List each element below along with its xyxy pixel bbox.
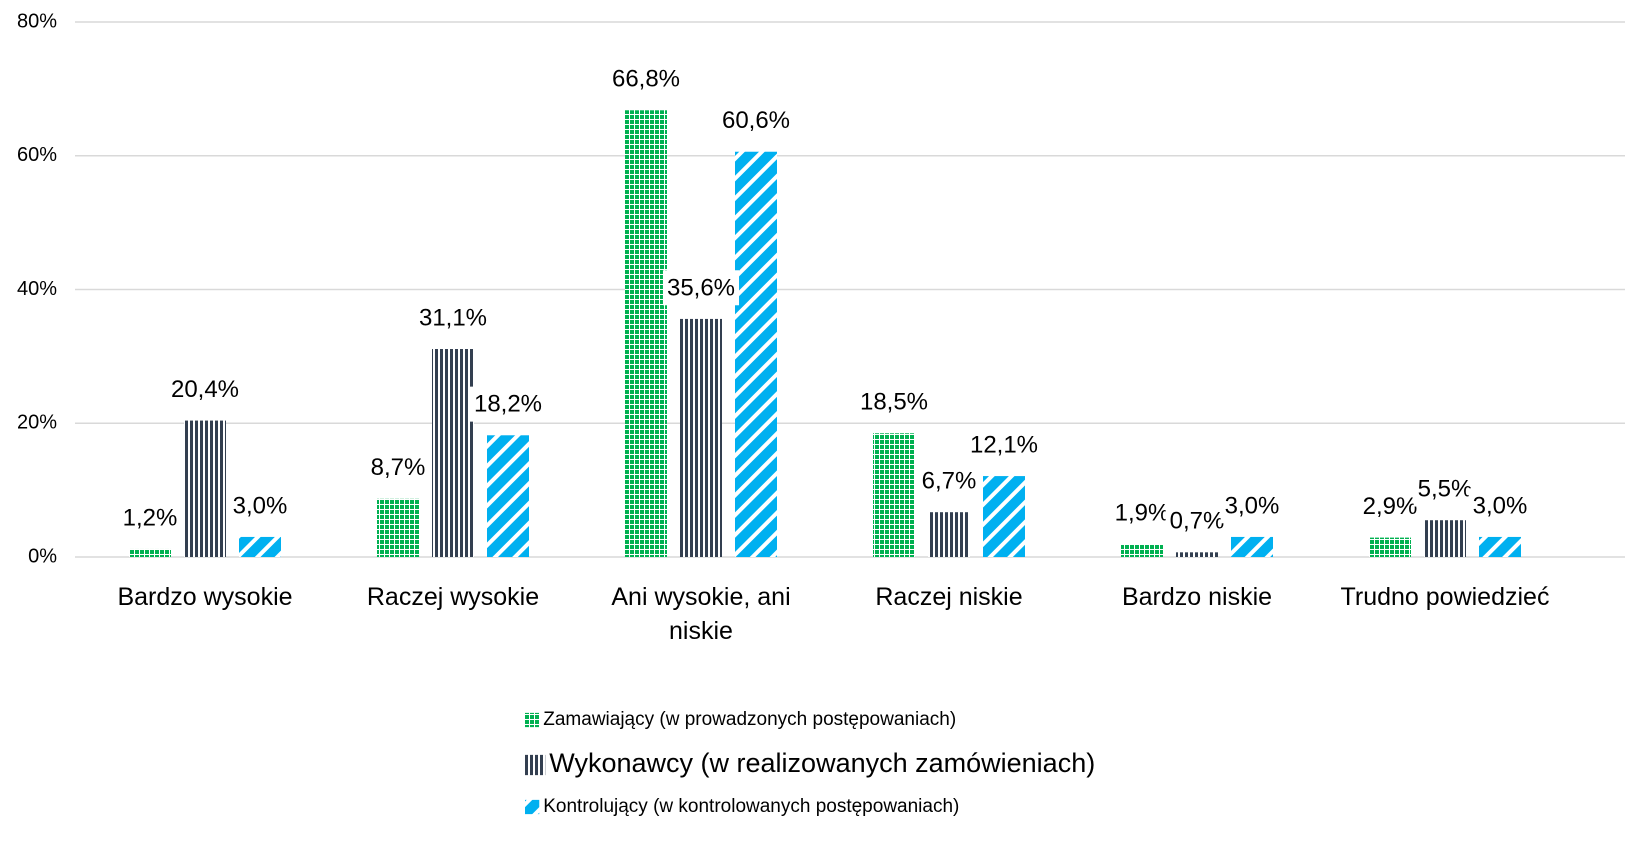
data-label: 5,5% xyxy=(1418,476,1473,503)
y-tick-label: 20% xyxy=(17,412,57,434)
data-label: 8,7% xyxy=(371,454,426,481)
data-label: 60,6% xyxy=(722,107,790,134)
bar xyxy=(1231,536,1273,557)
data-label-bg xyxy=(965,427,1043,463)
bar xyxy=(377,498,419,557)
x-tick-label: Ani wysokie, ani niskie xyxy=(611,583,791,645)
bar xyxy=(184,420,226,557)
y-tick-label: 0% xyxy=(28,545,57,567)
bar xyxy=(239,536,281,557)
data-label-bg xyxy=(469,386,547,422)
bar xyxy=(1369,537,1411,557)
bar xyxy=(735,151,777,558)
x-tick-label: Bardzo wysokie xyxy=(117,583,293,611)
y-tick-label: 40% xyxy=(17,278,57,300)
data-label: 35,6% xyxy=(667,274,735,301)
data-label-bg xyxy=(366,450,430,486)
data-label-bg xyxy=(1220,488,1284,524)
y-tick-label: 60% xyxy=(17,144,57,166)
data-label: 18,5% xyxy=(860,389,928,416)
bar xyxy=(928,512,970,557)
data-label-bg xyxy=(1165,503,1229,539)
x-tick-label: Bardzo niskie xyxy=(1121,583,1273,611)
bar xyxy=(1479,536,1521,557)
bar xyxy=(680,318,722,557)
data-label-bg xyxy=(228,488,292,524)
legend-swatch xyxy=(525,754,546,776)
data-label: 6,7% xyxy=(922,468,977,495)
y-tick-label: 80% xyxy=(17,10,57,32)
data-label-bg xyxy=(1468,488,1532,524)
x-tick-label: Trudno powiedzieć xyxy=(1340,583,1550,611)
bar xyxy=(1176,552,1218,557)
bar xyxy=(1424,520,1466,557)
legend-label: Wykonawcy (w realizowanych zamówieniach) xyxy=(549,748,1095,778)
data-label: 3,0% xyxy=(233,492,288,519)
data-label: 12,1% xyxy=(970,431,1038,458)
legend-swatch xyxy=(525,799,540,815)
bar xyxy=(983,476,1025,557)
bar xyxy=(129,548,171,557)
data-label: 66,8% xyxy=(612,66,680,93)
bar xyxy=(625,110,667,558)
data-label-bg xyxy=(1358,488,1422,524)
data-label-bg xyxy=(1413,471,1477,507)
data-label: 2,9% xyxy=(1363,493,1418,520)
x-tick-label: Raczej niskie xyxy=(875,583,1023,611)
data-label: 1,9% xyxy=(1115,500,1170,527)
data-label-bg xyxy=(917,463,981,499)
data-label: 18,2% xyxy=(474,391,542,418)
data-label: 3,0% xyxy=(1473,492,1528,519)
data-label-bg xyxy=(717,103,795,139)
bar xyxy=(487,435,529,557)
data-label-bg xyxy=(118,500,182,536)
data-label: 31,1% xyxy=(419,304,487,331)
data-label-bg xyxy=(662,270,740,306)
data-label: 0,7% xyxy=(1170,508,1225,535)
data-label-bg xyxy=(607,61,685,97)
data-label: 20,4% xyxy=(171,376,239,403)
data-label-bg xyxy=(414,300,492,336)
data-label-bg xyxy=(166,371,244,407)
legend-label: Zamawiający (w prowadzonych postępowania… xyxy=(543,709,956,730)
bar xyxy=(1121,544,1163,557)
x-tick-label: Raczej wysokie xyxy=(366,583,540,611)
legend-swatch xyxy=(525,712,540,728)
data-label: 3,0% xyxy=(1225,492,1280,519)
data-label-bg xyxy=(855,384,933,420)
bar xyxy=(432,349,474,557)
data-label: 1,2% xyxy=(123,504,178,531)
data-label-bg xyxy=(1110,495,1174,531)
bar xyxy=(873,433,915,557)
legend-label: Kontrolujący (w kontrolowanych postępowa… xyxy=(543,796,959,817)
